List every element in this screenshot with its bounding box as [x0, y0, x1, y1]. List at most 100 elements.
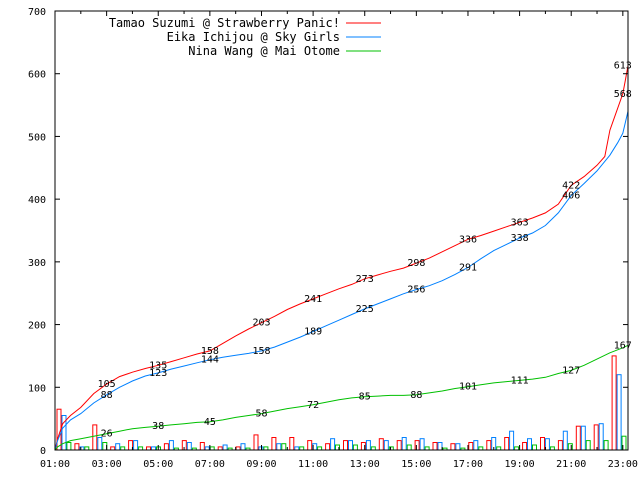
data-label: 45	[204, 417, 216, 428]
x-tick-label: 01:00	[40, 459, 70, 470]
bar	[419, 438, 425, 451]
x-tick-label: 07:00	[195, 459, 225, 470]
data-label: 298	[407, 258, 425, 269]
data-label: 363	[511, 217, 529, 228]
bar	[330, 438, 336, 451]
data-label: 26	[101, 429, 113, 440]
data-label: 291	[459, 263, 477, 274]
y-tick-label: 500	[28, 132, 46, 143]
data-label: 256	[407, 285, 425, 296]
histogram-bars	[56, 355, 627, 451]
x-tick-label: 11:00	[298, 459, 328, 470]
series-line	[54, 344, 629, 451]
data-label: 158	[252, 346, 270, 357]
bar	[598, 423, 604, 451]
bar	[253, 434, 259, 451]
cumulative-lines	[54, 65, 629, 451]
bar	[92, 424, 98, 451]
x-tick-label: 21:00	[556, 459, 586, 470]
data-label: 273	[356, 274, 374, 285]
y-tick-label: 400	[28, 195, 46, 206]
bar	[271, 437, 277, 451]
legend-entry-label: Eika Ichijou @ Sky Girls	[167, 30, 340, 44]
bar	[509, 430, 515, 451]
data-label: 72	[307, 400, 319, 411]
bar	[66, 442, 72, 451]
bar	[544, 438, 550, 451]
bar	[616, 374, 622, 451]
bar	[133, 440, 139, 451]
bar	[522, 442, 528, 451]
bar	[580, 425, 586, 451]
data-label: 422	[562, 180, 580, 191]
x-tick-label: 09:00	[246, 459, 276, 470]
bar	[168, 440, 174, 451]
bar	[406, 444, 412, 451]
x-tick-label: 23:00	[608, 459, 638, 470]
data-label: 135	[149, 360, 167, 371]
bar	[473, 440, 479, 451]
data-label: 338	[511, 233, 529, 244]
data-label: 144	[201, 355, 219, 366]
bar	[437, 442, 443, 451]
bar	[486, 440, 492, 451]
bar	[593, 424, 599, 451]
y-tick-label: 100	[28, 383, 46, 394]
y-tick-label: 0	[40, 446, 46, 457]
bar	[186, 442, 192, 451]
bar	[557, 440, 563, 451]
bar	[240, 443, 246, 451]
bar	[527, 438, 532, 451]
bar	[348, 440, 353, 451]
bar	[540, 437, 545, 451]
data-label: 123	[149, 368, 167, 379]
bar	[585, 440, 591, 451]
data-label: 568	[614, 89, 632, 100]
data-label: 203	[252, 318, 270, 329]
data-label: 158	[201, 346, 219, 357]
data-label: 58	[255, 409, 267, 420]
bar	[396, 440, 402, 451]
bar	[611, 355, 617, 451]
x-axis-ticks: 01:00 03:00 05:00 07:00 09:00 11:00 13:00 15:00…	[40, 11, 638, 470]
bar	[450, 443, 456, 451]
y-tick-label: 200	[28, 321, 46, 332]
bar	[199, 442, 205, 451]
bar	[468, 442, 474, 451]
bar	[325, 443, 331, 451]
legend-entry-label: Tamao Suzumi @ Strawberry Panic!	[109, 16, 340, 30]
series-line	[54, 65, 629, 451]
data-label: 38	[152, 421, 164, 432]
x-tick-label: 13:00	[350, 459, 380, 470]
data-label: 225	[356, 304, 374, 315]
data-labels: 105 135 158 203 241 273 298 336 363 422 568 613 88 12…	[98, 61, 632, 440]
data-label: 85	[359, 392, 371, 403]
bar	[115, 443, 121, 451]
data-label: 189	[304, 327, 322, 338]
bar	[289, 437, 295, 451]
data-label: 111	[511, 375, 529, 386]
y-tick-label: 700	[28, 7, 46, 18]
bar	[74, 443, 80, 451]
bar	[343, 440, 348, 451]
x-tick-label: 19:00	[505, 459, 535, 470]
legend-entry-label: Nina Wang @ Mai Otome	[188, 44, 340, 58]
y-axis-ticks: 0 100 200 300 400 500 600 700	[28, 7, 628, 457]
data-label: 336	[459, 234, 477, 245]
bar	[222, 444, 228, 451]
data-label: 613	[614, 61, 632, 72]
data-label: 88	[101, 390, 113, 401]
x-tick-label: 05:00	[143, 459, 173, 470]
bar	[414, 440, 420, 451]
bar	[383, 440, 389, 451]
bar	[163, 443, 169, 451]
series-line	[54, 111, 629, 451]
bar	[307, 440, 313, 451]
bar	[603, 440, 609, 451]
bar	[281, 443, 287, 451]
data-label: 101	[459, 382, 477, 393]
bar	[575, 425, 581, 451]
bar	[432, 442, 438, 451]
bar	[504, 437, 510, 451]
